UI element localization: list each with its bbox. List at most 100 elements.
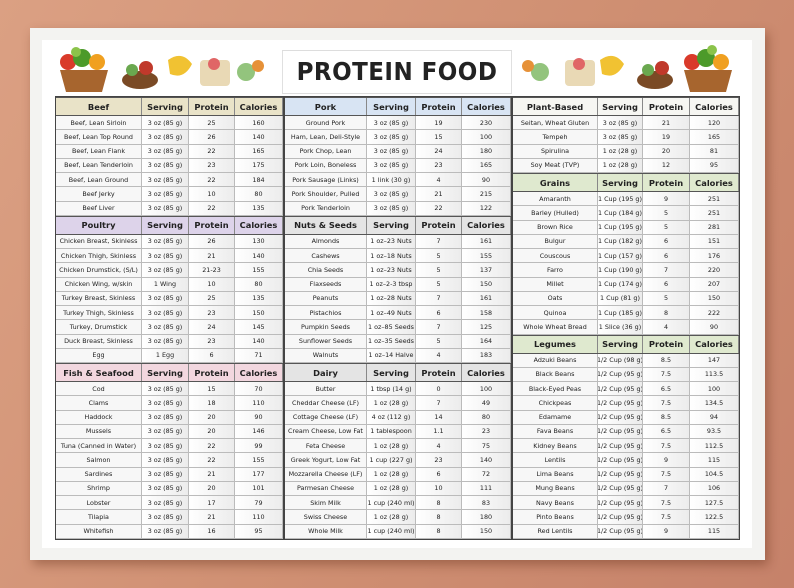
section-title: Beef: [56, 98, 142, 115]
table-cell: 140: [235, 334, 283, 348]
table-row: Barley (Hulled) 1 Cup (184 g) 5 251: [513, 206, 739, 221]
table-row: Pork Tenderloin 3 oz (85 g) 22 122: [285, 201, 511, 216]
food-name: Chicken Breast, Skinless: [56, 234, 142, 248]
table-cell: 3 oz (85 g): [142, 334, 189, 348]
table-cell: 10: [189, 277, 235, 291]
table-cell: 6: [643, 249, 690, 263]
table-cell: 14: [416, 410, 462, 424]
bowl-left: [122, 55, 264, 89]
column-heading: Serving: [142, 216, 189, 234]
table-cell: 3 oz (85 g): [142, 320, 189, 334]
table-cell: 1 oz (28 g): [367, 510, 416, 524]
table-cell: 165: [690, 130, 739, 144]
table-cell: 3 oz (85 g): [142, 173, 189, 187]
food-name: Cream Cheese, Low Fat: [285, 424, 367, 438]
table-cell: 251: [690, 206, 739, 220]
table-cell: 3 oz (85 g): [142, 263, 189, 277]
table-cell: 180: [462, 144, 511, 158]
table-cell: 3 oz (85 g): [142, 158, 189, 172]
column-heading: Protein: [643, 335, 690, 353]
food-name: Soy Meat (TVP): [513, 158, 598, 172]
table-cell: 1/2 Cup (95 g): [598, 410, 643, 424]
column-heading: Serving: [142, 364, 189, 381]
table-cell: 80: [462, 410, 511, 424]
table-cell: 134.5: [690, 396, 739, 410]
table-cell: 5: [643, 291, 690, 305]
table-cell: 155: [235, 263, 283, 277]
table-cell: 1 oz (28 g): [367, 481, 416, 495]
table-cell: 127.5: [690, 496, 739, 510]
column-heading: Calories: [462, 98, 511, 115]
table-row: Skim Milk 1 cup (240 ml) 8 83: [285, 496, 511, 511]
table-cell: 23: [416, 453, 462, 467]
table-cell: 20: [189, 424, 235, 438]
food-name: Whitefish: [56, 524, 142, 538]
section-header: Fish & Seafood Serving Protein Calories: [56, 363, 283, 382]
table-cell: 1 oz (28 g): [598, 158, 643, 172]
food-name: Lima Beans: [513, 467, 598, 481]
table-cell: 3 oz (85 g): [142, 234, 189, 248]
table-cell: 1 oz–23 Nuts: [367, 263, 416, 277]
table-row: Turkey Breast, Skinless 3 oz (85 g) 25 135: [56, 291, 283, 306]
column-heading: Serving: [598, 335, 643, 353]
table-cell: 17: [189, 496, 235, 510]
food-name: Duck Breast, Skinless: [56, 334, 142, 348]
table-cell: 3 oz (85 g): [142, 130, 189, 144]
table-row: Beef Liver 3 oz (85 g) 22 135: [56, 201, 283, 216]
food-name: Beef, Lean Sirloin: [56, 116, 142, 130]
table-row: Edamame 1/2 Cup (95 g) 8.5 94: [513, 410, 739, 425]
table-cell: 3 oz (85 g): [142, 467, 189, 481]
table-cell: 7.5: [643, 496, 690, 510]
food-name: Edamame: [513, 410, 598, 424]
table-cell: 140: [235, 130, 283, 144]
food-name: Cod: [56, 382, 142, 396]
table-row: Tempeh 3 oz (85 g) 19 165: [513, 130, 739, 145]
table-cell: 140: [462, 453, 511, 467]
column-heading: Protein: [643, 174, 690, 191]
food-name: Pork Tenderloin: [285, 201, 367, 215]
table-cell: 22: [189, 453, 235, 467]
table-row: Brown Rice 1 Cup (195 g) 5 281: [513, 220, 739, 235]
table-cell: 83: [462, 496, 511, 510]
food-name: Pork Chop, Lean: [285, 144, 367, 158]
food-name: Red Lentils: [513, 524, 598, 538]
table-cell: 22: [416, 201, 462, 215]
table-row: Mozzarella Cheese (LF) 1 oz (28 g) 6 72: [285, 467, 511, 482]
table-cell: 23: [189, 158, 235, 172]
table-cell: 122: [462, 201, 511, 215]
table-cell: 3 oz (85 g): [367, 144, 416, 158]
food-name: Cheddar Cheese (LF): [285, 396, 367, 410]
table-cell: 110: [235, 510, 283, 524]
table-cell: 1/2 Cup (95 g): [598, 453, 643, 467]
table-cell: 49: [462, 396, 511, 410]
table-cell: 3 oz (85 g): [598, 130, 643, 144]
table-cell: 95: [690, 158, 739, 172]
table-cell: 135: [235, 291, 283, 305]
food-name: Bulgur: [513, 234, 598, 248]
table-cell: 184: [235, 173, 283, 187]
table-cell: 1 Cup (185 g): [598, 306, 643, 320]
table-cell: 1 oz–49 Nuts: [367, 306, 416, 320]
table-cell: 3 oz (85 g): [142, 410, 189, 424]
column-heading: Serving: [598, 98, 643, 115]
food-name: Farro: [513, 263, 598, 277]
table-cell: 135: [235, 201, 283, 215]
section-header: Legumes Serving Protein Calories: [513, 334, 739, 354]
table-cell: 4 oz (112 g): [367, 410, 416, 424]
table-cell: 222: [690, 306, 739, 320]
section-title: Pork: [285, 98, 367, 115]
table-cell: 21: [189, 249, 235, 263]
table-cell: 25: [189, 116, 235, 130]
food-name: Butter: [285, 382, 367, 396]
food-name: Lentils: [513, 453, 598, 467]
table-cell: 7: [416, 320, 462, 334]
table-row: Parmesan Cheese 1 oz (28 g) 10 111: [285, 481, 511, 496]
section-title: Poultry: [56, 216, 142, 234]
food-name: Navy Beans: [513, 496, 598, 510]
table-cell: 1 oz (28 g): [367, 396, 416, 410]
section-header: Grains Serving Protein Calories: [513, 173, 739, 192]
table-cell: 176: [690, 249, 739, 263]
table-cell: 180: [462, 510, 511, 524]
table-cell: 220: [690, 263, 739, 277]
table-cell: 161: [462, 234, 511, 248]
